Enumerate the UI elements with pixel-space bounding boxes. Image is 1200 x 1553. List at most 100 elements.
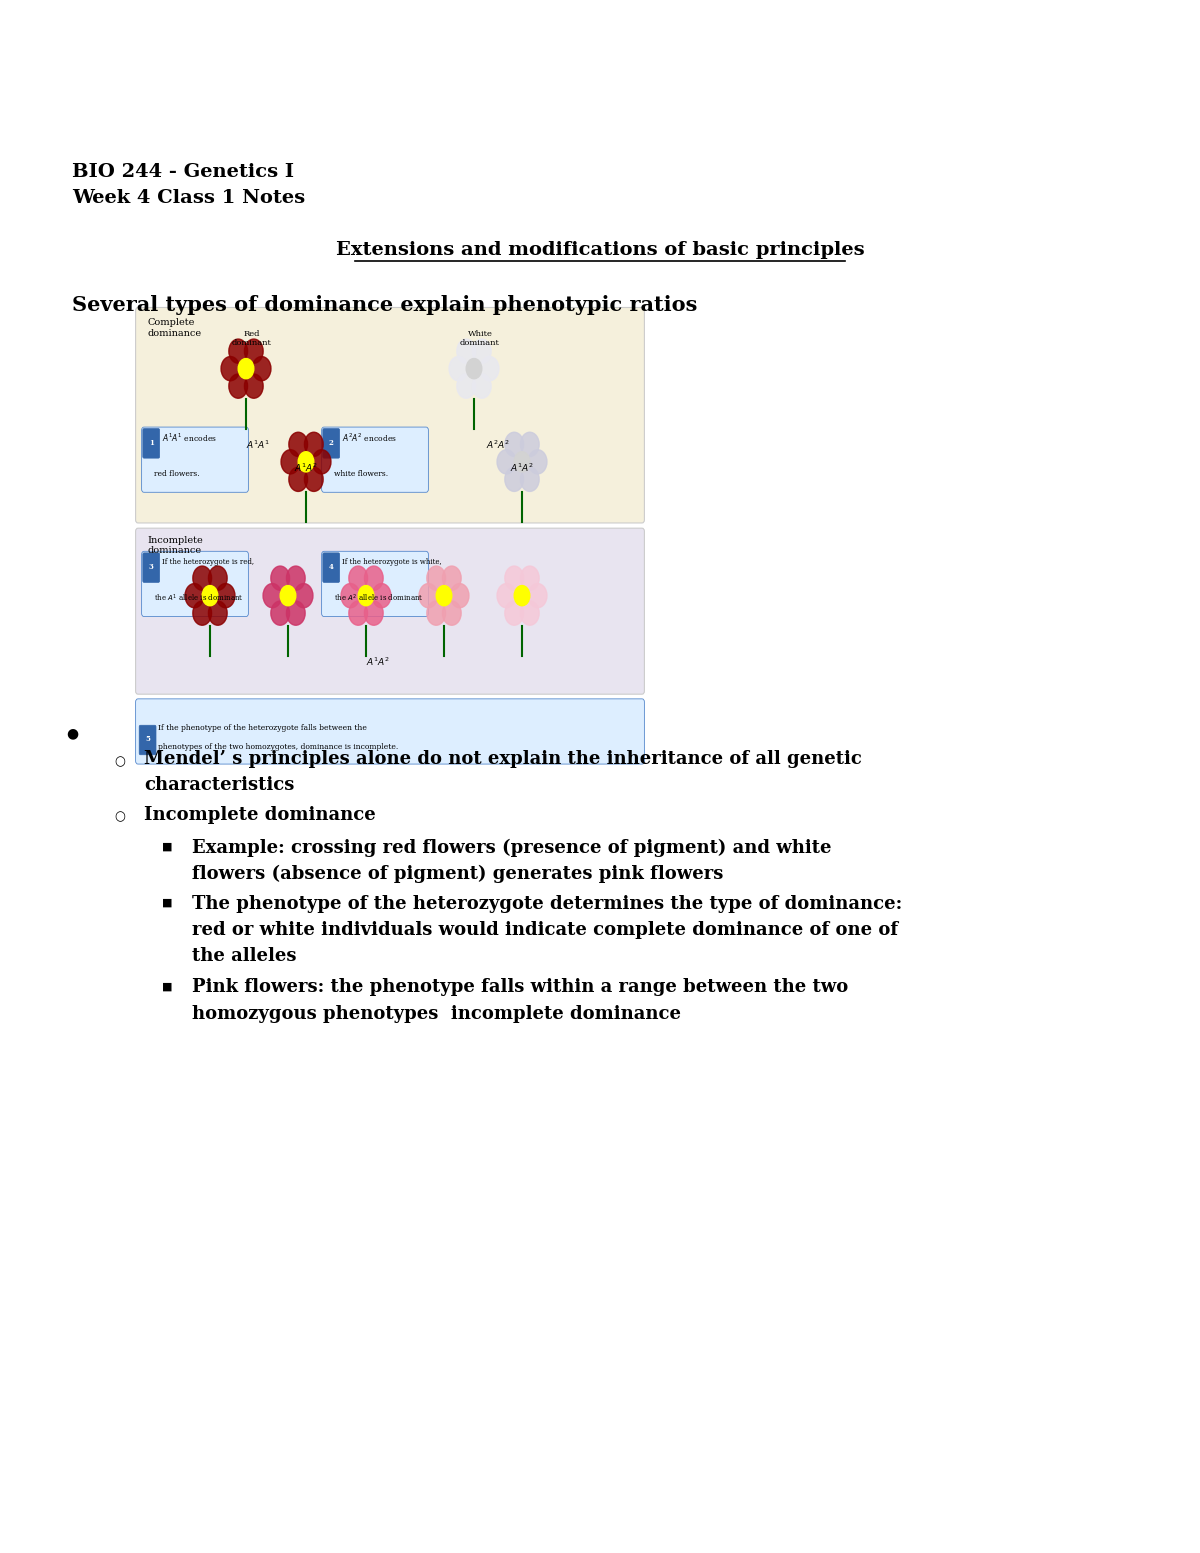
Text: $A^2A^2$ encodes: $A^2A^2$ encodes — [342, 432, 397, 444]
Text: Example: crossing red flowers (presence of pigment) and white: Example: crossing red flowers (presence … — [192, 839, 832, 857]
Text: 4: 4 — [329, 562, 334, 572]
Circle shape — [515, 585, 530, 606]
Circle shape — [372, 584, 391, 607]
Text: ■: ■ — [162, 898, 173, 907]
FancyBboxPatch shape — [142, 427, 248, 492]
Text: Complete
dominance: Complete dominance — [148, 318, 202, 337]
Circle shape — [457, 339, 475, 363]
Text: homozygous phenotypes  incomplete dominance: homozygous phenotypes incomplete dominan… — [192, 1005, 682, 1023]
Text: 1: 1 — [149, 438, 154, 447]
Text: Week 4 Class 1 Notes: Week 4 Class 1 Notes — [72, 189, 305, 208]
Text: characteristics: characteristics — [144, 776, 294, 795]
Circle shape — [185, 584, 204, 607]
Text: Extensions and modifications of basic principles: Extensions and modifications of basic pr… — [336, 241, 864, 259]
Text: Mendel’ s principles alone do not explain the inheritance of all genetic: Mendel’ s principles alone do not explai… — [144, 750, 862, 769]
Text: $A^2A^2$: $A^2A^2$ — [486, 438, 510, 450]
Text: ■: ■ — [162, 981, 173, 991]
Circle shape — [473, 339, 491, 363]
Text: the $A^1$ allele is dominant: the $A^1$ allele is dominant — [154, 592, 244, 604]
Circle shape — [521, 432, 539, 457]
Circle shape — [229, 374, 247, 398]
Circle shape — [505, 432, 523, 457]
Circle shape — [515, 452, 530, 472]
Circle shape — [252, 357, 271, 380]
Text: $A^1A^2$: $A^1A^2$ — [294, 461, 318, 474]
FancyBboxPatch shape — [139, 725, 156, 755]
FancyBboxPatch shape — [323, 429, 340, 458]
Circle shape — [287, 565, 305, 590]
Circle shape — [427, 565, 445, 590]
FancyBboxPatch shape — [322, 427, 428, 492]
Circle shape — [229, 339, 247, 363]
Circle shape — [305, 432, 323, 457]
Text: the $A^2$ allele is dominant: the $A^2$ allele is dominant — [334, 592, 424, 604]
Circle shape — [287, 601, 305, 626]
Text: red flowers.: red flowers. — [154, 469, 199, 478]
Circle shape — [239, 359, 254, 379]
Text: flowers (absence of pigment) generates pink flowers: flowers (absence of pigment) generates p… — [192, 865, 724, 884]
Text: If the phenotype of the heterozygote falls between the: If the phenotype of the heterozygote fal… — [158, 724, 367, 733]
Circle shape — [298, 452, 314, 472]
Text: Red
dominant: Red dominant — [232, 329, 272, 346]
FancyBboxPatch shape — [142, 551, 248, 617]
Text: If the heterozygote is white,: If the heterozygote is white, — [342, 558, 442, 567]
Circle shape — [480, 357, 499, 380]
Circle shape — [466, 359, 482, 379]
Circle shape — [289, 467, 307, 491]
Circle shape — [312, 450, 331, 474]
Circle shape — [449, 357, 468, 380]
Circle shape — [497, 450, 516, 474]
Text: White
dominant: White dominant — [460, 329, 500, 346]
Circle shape — [505, 467, 523, 491]
FancyBboxPatch shape — [136, 699, 644, 764]
Circle shape — [528, 450, 547, 474]
Circle shape — [365, 565, 383, 590]
Text: 2: 2 — [329, 438, 334, 447]
Circle shape — [245, 339, 263, 363]
FancyBboxPatch shape — [136, 528, 644, 694]
Text: ●: ● — [66, 727, 78, 741]
Circle shape — [443, 565, 461, 590]
Circle shape — [216, 584, 235, 607]
Text: The phenotype of the heterozygote determines the type of dominance:: The phenotype of the heterozygote determ… — [192, 895, 902, 913]
Circle shape — [521, 565, 539, 590]
Circle shape — [245, 374, 263, 398]
Text: ■: ■ — [162, 842, 173, 851]
Text: 3: 3 — [149, 562, 154, 572]
Text: $A^1A^1$ encodes: $A^1A^1$ encodes — [162, 432, 217, 444]
Circle shape — [341, 584, 360, 607]
Text: ○: ○ — [114, 811, 125, 823]
Text: the alleles: the alleles — [192, 947, 296, 966]
Text: BIO 244 - Genetics I: BIO 244 - Genetics I — [72, 163, 294, 182]
Circle shape — [358, 585, 374, 606]
FancyBboxPatch shape — [322, 551, 428, 617]
FancyBboxPatch shape — [143, 553, 160, 582]
Circle shape — [193, 601, 211, 626]
Text: $A^1A^1$: $A^1A^1$ — [246, 438, 270, 450]
Text: 5: 5 — [145, 735, 150, 744]
FancyBboxPatch shape — [143, 429, 160, 458]
Circle shape — [497, 584, 516, 607]
Text: red or white individuals would indicate complete dominance of one of: red or white individuals would indicate … — [192, 921, 898, 940]
Circle shape — [305, 467, 323, 491]
Circle shape — [294, 584, 313, 607]
Circle shape — [365, 601, 383, 626]
Text: ○: ○ — [114, 755, 125, 767]
Circle shape — [457, 374, 475, 398]
Circle shape — [521, 601, 539, 626]
FancyBboxPatch shape — [323, 553, 340, 582]
Circle shape — [505, 565, 523, 590]
Text: Several types of dominance explain phenotypic ratios: Several types of dominance explain pheno… — [72, 295, 697, 315]
Circle shape — [193, 565, 211, 590]
Circle shape — [263, 584, 282, 607]
Circle shape — [505, 601, 523, 626]
Text: $A^1A^2$: $A^1A^2$ — [366, 655, 390, 668]
Text: Incomplete
dominance: Incomplete dominance — [148, 536, 203, 556]
Text: Pink flowers: the phenotype falls within a range between the two: Pink flowers: the phenotype falls within… — [192, 978, 848, 997]
Text: white flowers.: white flowers. — [334, 469, 388, 478]
Text: phenotypes of the two homozygotes, dominance is incomplete.: phenotypes of the two homozygotes, domin… — [158, 742, 398, 752]
Text: If the heterozygote is red,: If the heterozygote is red, — [162, 558, 254, 567]
Circle shape — [281, 585, 296, 606]
Circle shape — [473, 374, 491, 398]
Circle shape — [271, 565, 289, 590]
